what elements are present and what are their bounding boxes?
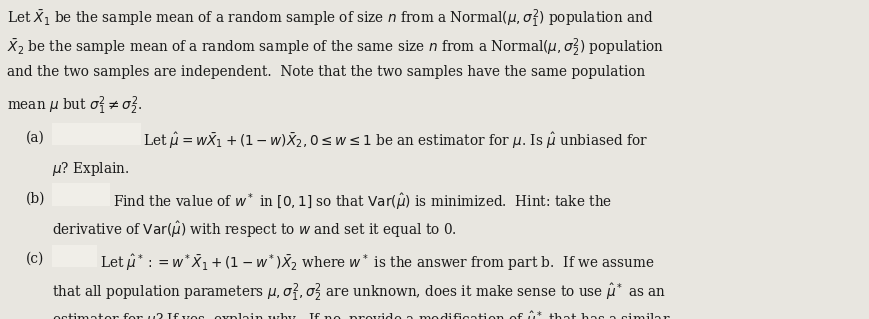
Text: (a): (a) (26, 131, 45, 145)
Text: derivative of $\mathrm{Var}(\hat{\mu})$ with respect to $w$ and set it equal to : derivative of $\mathrm{Var}(\hat{\mu})$ … (52, 220, 457, 240)
Text: $\mu$? Explain.: $\mu$? Explain. (52, 160, 129, 177)
Text: that all population parameters $\mu, \sigma_1^2, \sigma_2^2$ are unknown, does i: that all population parameters $\mu, \si… (52, 281, 667, 303)
Text: and the two samples are independent.  Note that the two samples have the same po: and the two samples are independent. Not… (7, 65, 645, 79)
Text: Let $\bar{X}_1$ be the sample mean of a random sample of size $n$ from a Normal$: Let $\bar{X}_1$ be the sample mean of a … (7, 8, 653, 30)
Text: (b): (b) (26, 191, 45, 205)
Text: Let $\hat{\mu} = w\bar{X}_1 + (1-w)\bar{X}_2, 0 \leq w \leq 1$ be an estimator f: Let $\hat{\mu} = w\bar{X}_1 + (1-w)\bar{… (143, 131, 648, 151)
Text: estimator for $\mu$? If yes, explain why.  If no, provide a modification of $\ha: estimator for $\mu$? If yes, explain why… (52, 309, 671, 319)
Text: mean $\mu$ but $\sigma_1^2 \neq \sigma_2^2$.: mean $\mu$ but $\sigma_1^2 \neq \sigma_2… (7, 94, 143, 117)
Text: $\bar{X}_2$ be the sample mean of a random sample of the same size $n$ from a No: $\bar{X}_2$ be the sample mean of a rand… (7, 37, 664, 59)
FancyBboxPatch shape (52, 245, 97, 267)
FancyBboxPatch shape (52, 183, 110, 206)
Text: Let $\hat{\mu}^* := w^*\bar{X}_1 + (1-w^*)\bar{X}_2$ where $w^*$ is the answer f: Let $\hat{\mu}^* := w^*\bar{X}_1 + (1-w^… (100, 252, 654, 273)
Text: Find the value of $w^*$ in $[0,1]$ so that $\mathrm{Var}(\hat{\mu})$ is minimize: Find the value of $w^*$ in $[0,1]$ so th… (113, 191, 612, 212)
FancyBboxPatch shape (52, 123, 141, 145)
Text: (c): (c) (26, 252, 44, 266)
